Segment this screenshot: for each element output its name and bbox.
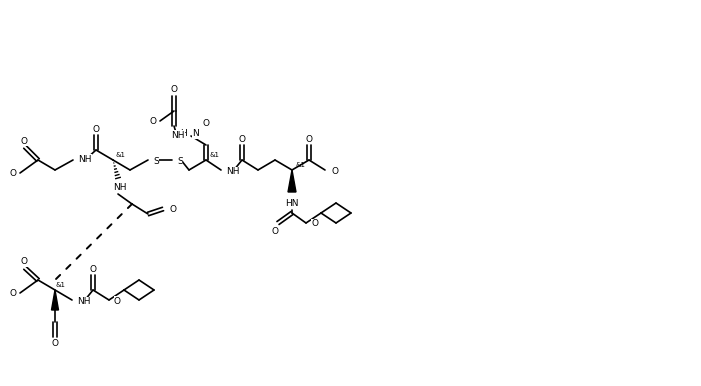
Text: N: N bbox=[192, 129, 199, 139]
Text: &1: &1 bbox=[116, 152, 126, 158]
Text: O: O bbox=[10, 290, 17, 298]
Text: O: O bbox=[238, 134, 245, 144]
Text: NH: NH bbox=[78, 154, 92, 164]
Text: O: O bbox=[306, 134, 313, 144]
Text: O: O bbox=[149, 117, 156, 127]
Text: NH: NH bbox=[226, 168, 240, 176]
Text: H: H bbox=[180, 129, 187, 139]
Polygon shape bbox=[288, 170, 296, 192]
Text: O: O bbox=[170, 86, 177, 95]
Text: O: O bbox=[10, 169, 17, 178]
Text: S: S bbox=[177, 156, 183, 166]
Text: O: O bbox=[51, 340, 58, 349]
Text: O: O bbox=[170, 205, 177, 215]
Text: O: O bbox=[271, 227, 278, 235]
Text: O: O bbox=[93, 125, 100, 134]
Text: O: O bbox=[203, 120, 210, 129]
Text: &1: &1 bbox=[295, 162, 305, 168]
Text: NH: NH bbox=[77, 298, 90, 306]
Text: O: O bbox=[114, 296, 121, 305]
Text: NH: NH bbox=[172, 130, 185, 139]
Polygon shape bbox=[51, 290, 58, 310]
Text: O: O bbox=[20, 257, 27, 266]
Text: O: O bbox=[332, 166, 339, 176]
Text: &1: &1 bbox=[209, 152, 219, 158]
Text: NH: NH bbox=[114, 183, 127, 191]
Text: O: O bbox=[311, 220, 318, 229]
Text: S: S bbox=[153, 156, 158, 166]
Text: &1: &1 bbox=[56, 282, 66, 288]
Text: O: O bbox=[90, 264, 97, 274]
Text: O: O bbox=[20, 137, 27, 146]
Text: HN: HN bbox=[285, 198, 299, 208]
